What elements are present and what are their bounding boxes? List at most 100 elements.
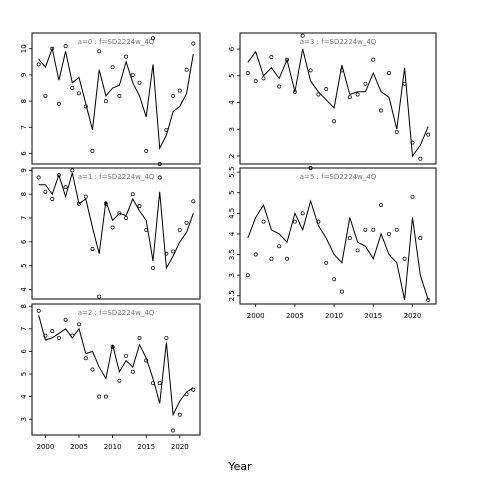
observation-point xyxy=(110,65,115,70)
observation-point xyxy=(70,168,75,173)
x-tick-label: 2005 xyxy=(70,443,88,451)
x-tick-label: 2020 xyxy=(404,312,422,320)
observation-point xyxy=(184,220,189,225)
observation-point xyxy=(184,392,189,397)
observation-point xyxy=(269,256,274,261)
observation-point xyxy=(285,256,289,261)
observation-point xyxy=(261,219,266,224)
observation-point xyxy=(124,216,129,220)
observation-point xyxy=(410,140,415,145)
observation-point xyxy=(191,199,196,204)
observation-point xyxy=(43,333,48,338)
panel-age-3: a=3 : f=SD2224w_4Q 2 3 4 5 6 xyxy=(228,32,437,165)
y-tick-label: 8 xyxy=(20,99,28,103)
observation-point xyxy=(164,251,169,256)
observation-point xyxy=(277,84,282,89)
y-tick-label: 6 xyxy=(20,239,28,244)
panel-title: a=1 : f=SD2224w_4Q xyxy=(78,173,155,181)
x-tick-label: 2000 xyxy=(37,443,55,451)
observation-point xyxy=(83,194,88,199)
y-tick-label: 4 xyxy=(228,231,236,236)
x-tick-label: 2010 xyxy=(325,312,343,320)
y-tick-label: 8 xyxy=(20,192,28,196)
panel-title: a=5 : f=SD2224w_4Q xyxy=(300,173,377,181)
observation-point xyxy=(97,394,102,399)
plot-frame xyxy=(239,167,437,305)
observation-point xyxy=(43,189,48,194)
y-tick-label: 3.5 xyxy=(228,249,236,260)
observation-point xyxy=(130,369,135,374)
y-tick-label: 9 xyxy=(20,73,28,77)
panel-title: a=3 : f=SD2224w_4Q xyxy=(300,38,377,46)
observation-point xyxy=(177,227,182,232)
observation-point xyxy=(144,358,149,363)
observation-point xyxy=(157,175,162,180)
observation-point xyxy=(124,353,129,358)
observation-point xyxy=(137,335,142,340)
observation-point xyxy=(339,68,344,73)
observation-point xyxy=(418,156,423,161)
observation-point xyxy=(245,71,250,76)
plot-frame xyxy=(239,32,437,165)
observation-point xyxy=(137,80,142,85)
observation-point xyxy=(355,248,360,253)
observation-point xyxy=(379,108,384,113)
observation-point xyxy=(90,148,95,153)
observation-point xyxy=(56,101,61,106)
y-tick-label: 7 xyxy=(20,327,28,331)
x-tick-label: 2000 xyxy=(247,312,265,320)
x-tick-label: 2010 xyxy=(104,443,122,451)
observation-point xyxy=(394,227,399,232)
model-fit-line xyxy=(38,315,194,417)
observation-point xyxy=(83,356,88,361)
observation-point xyxy=(300,211,305,216)
observation-point xyxy=(339,289,344,294)
observation-point xyxy=(253,79,258,84)
y-tick-label: 4 xyxy=(228,100,236,105)
observation-point xyxy=(63,185,68,190)
observation-point xyxy=(103,201,108,206)
observation-point xyxy=(292,219,297,224)
figure-x-axis-label: Year xyxy=(227,460,252,473)
observation-point xyxy=(90,367,95,372)
observation-point xyxy=(151,266,155,270)
observation-point xyxy=(50,197,55,201)
observation-point xyxy=(110,344,115,349)
observation-point xyxy=(191,387,196,392)
observation-point xyxy=(110,225,115,230)
observation-point xyxy=(117,378,122,383)
observation-point xyxy=(347,95,352,100)
y-tick-label: 7 xyxy=(20,125,28,129)
y-tick-label: 2 xyxy=(228,154,236,158)
observation-point xyxy=(308,166,313,170)
observation-point xyxy=(124,54,129,59)
observation-point xyxy=(77,91,81,96)
panel-age-1: a=1 : f=SD2224w_4Q 4 5 6 7 8 9 xyxy=(20,167,201,300)
model-fit-line xyxy=(247,48,429,158)
observation-point xyxy=(324,87,329,92)
observation-point xyxy=(63,317,68,322)
observation-point xyxy=(171,249,176,254)
observation-point xyxy=(332,277,337,282)
y-tick-label: 8 xyxy=(20,304,28,308)
y-tick-label: 5 xyxy=(20,263,28,267)
y-tick-label: 5 xyxy=(20,372,28,376)
panel-age-5: a=5 : f=SD2224w_4Q 2.5 3 3.5 4 4.5 5 5.5 2000 200… xyxy=(228,166,437,320)
observation-point xyxy=(347,236,352,241)
observation-point xyxy=(402,256,407,261)
observation-point xyxy=(77,322,81,327)
x-tick-label: 2005 xyxy=(286,312,304,320)
observation-point xyxy=(292,89,297,94)
x-tick-label: 2015 xyxy=(137,443,155,451)
observation-point xyxy=(379,203,384,208)
observation-point xyxy=(117,93,122,98)
observation-point xyxy=(245,273,250,278)
observation-point xyxy=(324,260,329,265)
observation-point xyxy=(90,247,95,251)
panel-age-0: a=0 : f=SD2224w_4Q 6 7 8 9 10 xyxy=(20,32,201,166)
observation-point xyxy=(130,72,135,77)
panel-age-2: a=2 : f=SD2224w_4Q 3 4 5 6 7 8 2000 2005 2010 2015… xyxy=(20,303,201,451)
observation-point xyxy=(371,227,376,232)
plot-frame xyxy=(31,167,201,300)
